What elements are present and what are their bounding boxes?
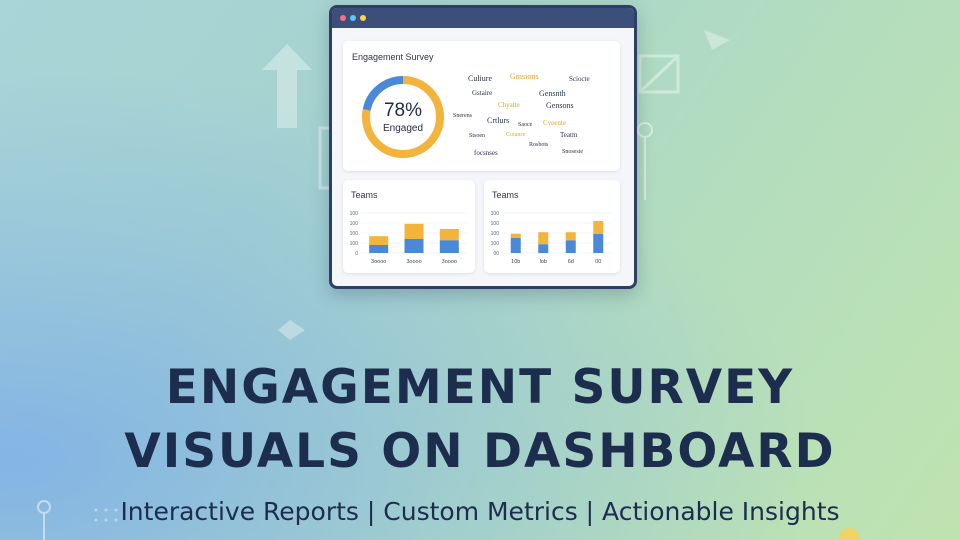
y-tick-label: 100 [350,231,359,237]
engagement-panel: Engagement Survey 78% Engaged Culiure Gms… [343,41,620,171]
word-cloud-term: Saoce [518,122,533,128]
word-cloud-term: Gmsions [510,72,539,81]
word-cloud-term: Gensnth [539,89,566,98]
word-cloud-term: Snerens [453,113,472,119]
y-tick-label: 100 [491,241,500,247]
word-cloud-term: focsnses [474,149,498,157]
y-tick-label: 00 [493,251,499,257]
gauge-caption: Engaged [382,123,424,134]
headline-line-1: ENGAGEMENT SURVEY [165,360,795,415]
word-cloud-term: Rosbots [529,142,549,148]
close-dot-icon[interactable] [340,15,346,21]
chart-title: Teams [351,190,378,200]
headline-line-2: VISUALS ON DASHBOARD [124,424,836,479]
word-cloud-term: Sciocte [569,75,590,83]
x-tick-label: 3oooo [442,259,457,265]
teams-chart-right: Teams 100 100 100 100 00 10b lob 6d 00 [484,180,620,273]
x-tick-label: 3oooo [371,259,386,265]
word-cloud-term: Culiure [468,74,492,83]
bar-segment-gold [510,233,521,238]
bar-chart: 100 100 100 100 00 10b lob 6d 00 [491,211,612,265]
engagement-gauge [362,76,444,158]
bar-chart: 100 100 100 100 0 3oooo 3oooo 3oooo [350,211,467,265]
bar-segment-gold [565,232,576,241]
x-tick-label: 6d [568,259,574,265]
teams-chart-left: Teams 100 100 100 100 0 3oooo 3oooo 3oooo [343,180,475,273]
bar-segment-gold [369,236,389,245]
bar-segment-blue [565,240,576,253]
bulb-icon [839,528,859,540]
x-tick-label: 10b [511,259,520,265]
word-cloud-term: Gensons [546,101,574,110]
bar-segment-blue [510,237,521,253]
bar-segment-blue [369,245,389,253]
word-cloud-term: Crtlurs [487,116,510,125]
arrow-up-icon [262,44,312,128]
y-tick-label: 100 [491,231,500,237]
chart-title: Teams [492,190,519,200]
x-tick-label: 3oooo [406,259,421,265]
bar-segment-gold [538,232,549,245]
x-tick-label: 00 [595,259,601,265]
word-cloud-term: Cveente [543,119,566,127]
y-tick-label: 0 [355,251,358,257]
gauge-value-arc [362,76,444,158]
bar-segment-blue [538,244,549,253]
maximize-dot-icon[interactable] [360,15,366,21]
window-titlebar [332,8,634,28]
y-tick-label: 100 [350,221,359,227]
bar-segment-gold [404,223,424,239]
word-cloud-term: Teatm [560,131,578,139]
survey-title: Engagement Survey [352,52,434,62]
dot-grid [94,508,118,522]
minimize-dot-icon[interactable] [350,15,356,21]
bar-segment-gold [593,221,604,234]
word-cloud-term: Gstaire [472,89,493,97]
word-cloud-term: Coiance [506,132,526,138]
bar-segment-blue [593,233,604,253]
x-tick-label: lob [540,259,547,265]
gauge-percent: 78% [383,100,423,121]
dashboard-window: Engagement Survey 78% Engaged Culiure Gms… [329,5,637,289]
bar-segment-blue [439,240,459,253]
bar-segment-blue [404,239,424,253]
word-cloud-term: Chyatte [498,101,520,109]
subtitle: Interactive Reports | Custom Metrics | A… [120,497,840,526]
y-tick-label: 100 [491,211,500,217]
y-tick-label: 100 [350,241,359,247]
node-icon [37,122,653,540]
y-tick-label: 100 [491,221,500,227]
word-cloud-term: Snosesie [562,149,583,155]
y-tick-label: 100 [350,211,359,217]
word-cloud-term: Stsoen [469,133,486,139]
bar-segment-gold [439,229,459,241]
triangle-icon [278,30,730,340]
